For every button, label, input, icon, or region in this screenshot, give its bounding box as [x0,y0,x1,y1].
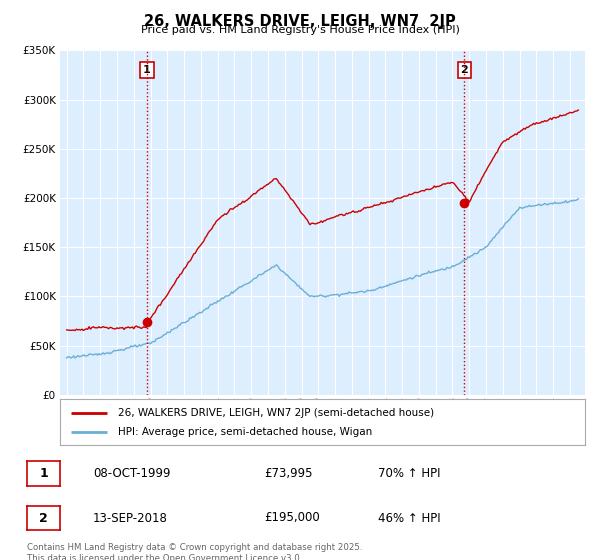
Text: 1: 1 [39,466,48,480]
Text: 70% ↑ HPI: 70% ↑ HPI [378,466,440,480]
Text: 26, WALKERS DRIVE, LEIGH, WN7  2JP: 26, WALKERS DRIVE, LEIGH, WN7 2JP [144,14,456,29]
Text: 2: 2 [461,65,468,75]
Text: 2: 2 [39,511,48,525]
Text: 1: 1 [143,65,151,75]
Text: 26, WALKERS DRIVE, LEIGH, WN7 2JP (semi-detached house): 26, WALKERS DRIVE, LEIGH, WN7 2JP (semi-… [118,408,434,418]
Text: 46% ↑ HPI: 46% ↑ HPI [378,511,440,525]
Text: Contains HM Land Registry data © Crown copyright and database right 2025.
This d: Contains HM Land Registry data © Crown c… [27,543,362,560]
Text: £195,000: £195,000 [264,511,320,525]
Text: 13-SEP-2018: 13-SEP-2018 [93,511,168,525]
Text: Price paid vs. HM Land Registry's House Price Index (HPI): Price paid vs. HM Land Registry's House … [140,25,460,35]
Text: 08-OCT-1999: 08-OCT-1999 [93,466,170,480]
Text: £73,995: £73,995 [264,466,313,480]
Text: HPI: Average price, semi-detached house, Wigan: HPI: Average price, semi-detached house,… [118,427,372,437]
